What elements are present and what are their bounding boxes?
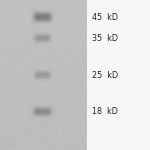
Text: 25  kD: 25 kD xyxy=(92,71,118,80)
Text: 45  kD: 45 kD xyxy=(92,13,118,22)
Text: 35  kD: 35 kD xyxy=(92,34,118,43)
Text: 18  kD: 18 kD xyxy=(92,107,118,116)
